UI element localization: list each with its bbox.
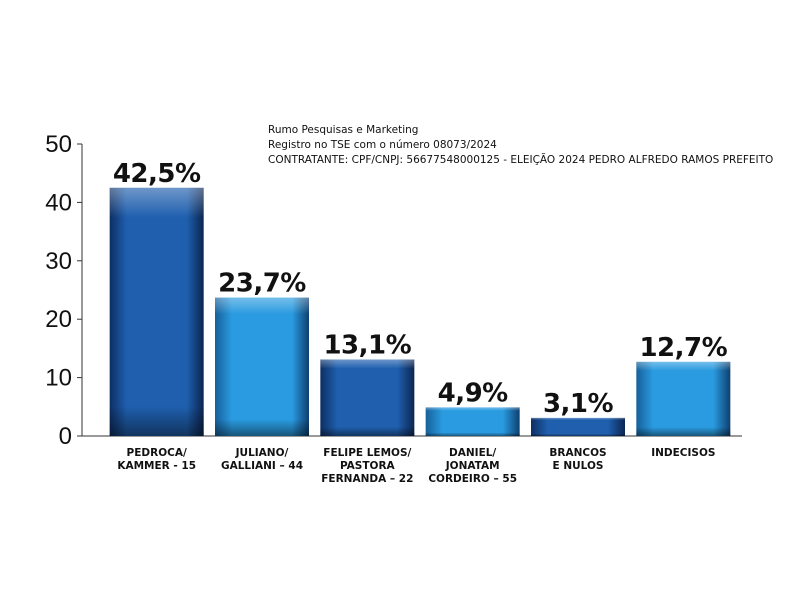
registration-note: Registro no TSE com o número 08073/2024	[268, 139, 497, 151]
y-tick-label: 0	[59, 423, 72, 450]
bar-shading	[531, 417, 625, 436]
category-label: JULIANO/GALLIANI – 44	[221, 447, 303, 472]
value-label: 12,7%	[639, 333, 727, 363]
value-label: 23,7%	[218, 269, 306, 299]
category-label-line: FERNANDA – 22	[321, 473, 413, 485]
category-label-line: BRANCOS	[549, 447, 606, 459]
bar-shading	[109, 187, 204, 436]
category-label-line: JULIANO/	[235, 447, 289, 459]
category-label: DANIEL/JONATAM CORDEIRO – 55	[428, 447, 517, 485]
category-label-line: GALLIANI – 44	[221, 460, 303, 472]
value-label: 13,1%	[323, 330, 411, 360]
bar-shading	[320, 359, 415, 436]
category-label-line: FELIPE LEMOS/	[323, 447, 411, 459]
y-tick-label: 20	[45, 306, 72, 333]
category-label: BRANCOS E NULOS	[549, 447, 606, 472]
category-label-line: E NULOS	[553, 460, 604, 472]
bar-shading	[425, 407, 520, 436]
bar-shading	[215, 297, 309, 436]
category-label-line: PEDROCA/	[127, 447, 187, 459]
y-tick-label: 40	[45, 189, 72, 216]
category-label: INDECISOS	[651, 447, 715, 459]
category-label-line: DANIEL/	[449, 447, 496, 459]
category-label: FELIPE LEMOS/PASTORA FERNANDA – 22	[321, 447, 413, 485]
value-label: 4,9%	[438, 378, 509, 408]
y-tick-label: 10	[45, 365, 72, 392]
value-label: 3,1%	[543, 389, 614, 419]
category-label: PEDROCA/KAMMER - 15	[117, 447, 196, 472]
category-label-line: INDECISOS	[651, 447, 715, 459]
category-label-line: CORDEIRO – 55	[428, 473, 517, 485]
pollster-note: Rumo Pesquisas e Marketing	[268, 124, 419, 136]
category-label-line: JONATAM	[445, 460, 500, 472]
y-tick-label: 50	[45, 131, 72, 158]
category-label-line: KAMMER - 15	[117, 460, 196, 472]
bar-shading	[636, 361, 731, 436]
category-label-line: PASTORA	[340, 460, 396, 472]
y-tick-label: 30	[45, 248, 72, 275]
value-label: 42,5%	[113, 159, 201, 189]
contractor-note: CONTRATANTE: CPF/CNPJ: 56677548000125 - …	[268, 154, 774, 166]
